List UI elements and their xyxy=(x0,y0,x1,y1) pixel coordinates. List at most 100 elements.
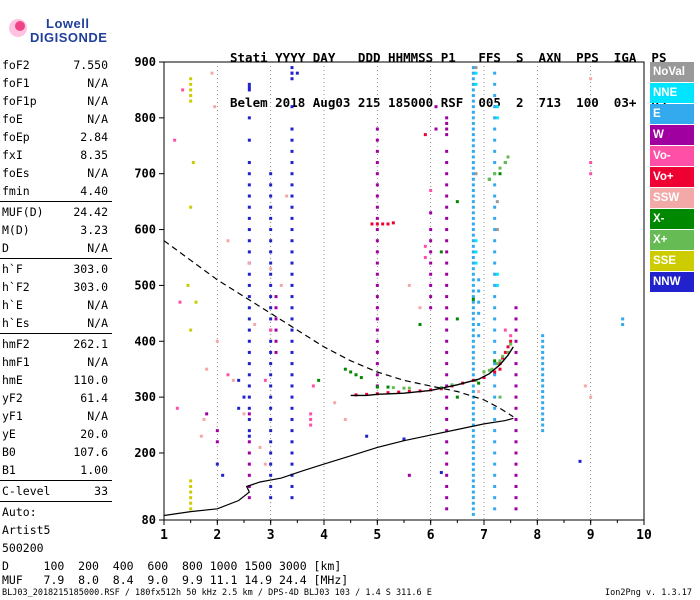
echo-point xyxy=(247,194,251,198)
echo-point xyxy=(445,306,449,310)
echo-point xyxy=(247,451,251,455)
density-profile-dashed xyxy=(163,240,514,418)
echo-point xyxy=(445,362,449,366)
echo-point xyxy=(189,490,193,494)
echo-point xyxy=(541,390,545,394)
echo-point xyxy=(471,328,475,332)
echo-point xyxy=(429,272,433,276)
echo-point xyxy=(471,484,475,488)
echo-point xyxy=(445,133,449,137)
echo-point xyxy=(247,440,251,444)
param-row: foF2 7.550 xyxy=(0,56,112,74)
echo-point xyxy=(621,323,625,327)
logo-emblem-icon xyxy=(9,19,27,37)
param-divider xyxy=(0,333,112,334)
echo-point xyxy=(471,200,475,204)
echo-point xyxy=(242,395,246,399)
param-row: foF1 N/A xyxy=(0,74,112,92)
echo-point xyxy=(375,216,379,220)
echo-point xyxy=(471,451,475,455)
echo-point xyxy=(290,350,294,354)
param-value: N/A xyxy=(87,409,108,423)
param-row: B1 1.00 xyxy=(0,461,112,479)
param-name: h`F2 xyxy=(2,280,30,294)
echo-point xyxy=(343,417,347,421)
param-name: foE xyxy=(2,112,23,126)
echo-point xyxy=(589,395,593,399)
param-value: 303.0 xyxy=(73,280,108,294)
param-value: 8.35 xyxy=(80,148,108,162)
echo-point xyxy=(471,362,475,366)
echo-point xyxy=(375,385,379,389)
echo-point xyxy=(439,471,443,475)
echo-point xyxy=(493,359,497,363)
echo-point xyxy=(247,161,251,165)
y-tick-label: 300 xyxy=(134,390,156,404)
echo-point xyxy=(493,228,497,232)
param-value: N/A xyxy=(87,94,108,108)
echo-point xyxy=(429,250,433,254)
echo-point xyxy=(506,350,510,354)
echo-point xyxy=(189,496,193,500)
echo-point xyxy=(471,138,475,142)
echo-point xyxy=(474,71,478,75)
echo-point xyxy=(247,116,251,120)
echo-point xyxy=(375,350,379,354)
echo-point xyxy=(471,155,475,159)
param-name: D xyxy=(2,241,9,255)
echo-point xyxy=(290,183,294,187)
echo-point xyxy=(247,434,251,438)
echo-point xyxy=(269,451,273,455)
y-tick-label: 400 xyxy=(134,334,156,348)
echo-point xyxy=(247,183,251,187)
echo-point xyxy=(189,99,193,103)
echo-point xyxy=(474,66,478,70)
echo-point xyxy=(247,339,251,343)
param-name: C-level xyxy=(2,484,51,498)
echo-point xyxy=(514,484,518,488)
echo-point xyxy=(418,323,422,327)
echo-point xyxy=(482,376,486,380)
echo-point xyxy=(215,440,219,444)
echo-point xyxy=(498,166,502,170)
echo-point xyxy=(290,440,294,444)
echo-point xyxy=(471,216,475,220)
echo-point xyxy=(290,194,294,198)
y-tick-label: 80 xyxy=(142,513,156,527)
echo-point xyxy=(495,105,499,109)
echo-point xyxy=(386,385,390,389)
echo-point xyxy=(247,350,251,354)
echo-point xyxy=(247,373,251,377)
param-divider xyxy=(0,201,112,202)
echo-point xyxy=(471,490,475,494)
echo-point xyxy=(269,339,273,343)
echo-point xyxy=(471,507,475,511)
echo-point xyxy=(269,172,273,176)
echo-point xyxy=(445,395,449,399)
echo-point xyxy=(471,479,475,483)
param-name: foF1 xyxy=(2,76,30,90)
echo-point xyxy=(445,440,449,444)
param-value: 2.84 xyxy=(80,130,108,144)
echo-point xyxy=(290,228,294,232)
echo-point xyxy=(493,82,497,86)
y-tick-label: 900 xyxy=(134,55,156,69)
x-tick-label: 3 xyxy=(267,528,275,543)
echo-point xyxy=(247,250,251,254)
echo-point xyxy=(386,391,390,395)
echo-point xyxy=(445,295,449,299)
echo-point xyxy=(269,350,273,354)
echo-point xyxy=(269,267,273,271)
echo-point xyxy=(269,384,273,388)
echo-point xyxy=(498,172,502,176)
echo-point xyxy=(509,334,513,338)
echo-point xyxy=(247,462,251,466)
echo-point xyxy=(445,228,449,232)
echo-point xyxy=(471,440,475,444)
echo-point xyxy=(495,283,499,287)
echo-point xyxy=(514,350,518,354)
echo-point xyxy=(474,172,478,176)
echo-point xyxy=(269,250,273,254)
legend-item: W xyxy=(650,125,694,145)
echo-point xyxy=(375,149,379,153)
